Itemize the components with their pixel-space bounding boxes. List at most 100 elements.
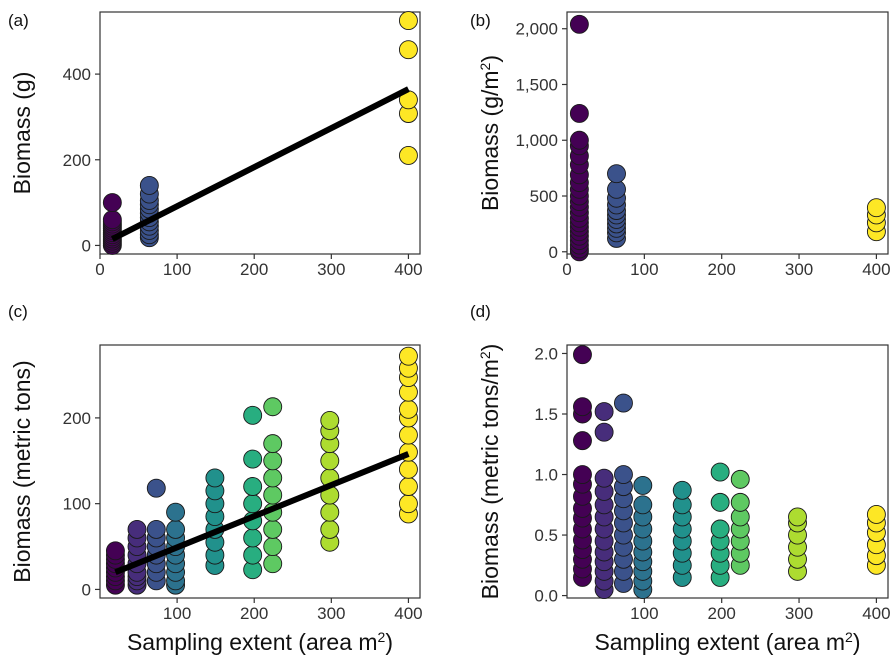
data-point [243,545,263,565]
data-point [573,345,592,365]
x-tick-label: 200 [708,260,736,279]
x-tick-label: 100 [630,260,658,279]
data-point [569,14,589,34]
y-tick-label: 1,000 [515,131,558,150]
label-part: Sampling extent (area m [594,629,845,655]
panel-label: (a) [8,11,29,30]
data-point [398,477,418,496]
x-tick-label: 400 [862,604,890,623]
data-point [320,519,340,539]
data-point [633,495,653,515]
y-axis-title: Biomass (g/m2) [477,55,503,211]
panel-label: (d) [470,302,491,321]
data-point [263,434,283,454]
label-part: Biomass (metric tons) [9,360,35,582]
data-point [633,475,653,495]
data-point [398,40,418,60]
plot-frame [99,344,421,599]
y-tick-label: 0 [82,580,91,599]
y-tick-label: 1.5 [534,405,558,424]
data-point [320,411,340,430]
data-point [730,469,750,489]
data-point [398,399,418,419]
data-point [320,451,340,471]
y-tick-label: 1,500 [515,75,558,94]
data-point [607,164,626,184]
panel-label: (c) [8,302,28,321]
data-point [594,402,614,422]
data-point [102,210,122,230]
label-part: Biomass (metric tons/m [477,359,503,599]
data-point [263,451,283,471]
label-part: ) [477,55,503,63]
data-point [569,130,589,150]
y-tick-label: 0 [82,236,91,255]
y-axis-title: Biomass (metric tons/m2) [477,344,503,600]
x-tick-label: 100 [630,604,658,623]
y-tick-label: 100 [63,495,91,514]
data-point [263,537,283,556]
data-point [102,193,122,213]
data-point [866,505,886,524]
data-point [263,468,283,488]
data-point [146,519,166,539]
regression-line [114,451,410,576]
x-axis-title: Sampling extent (area m2) [594,629,860,655]
x-tick-label: 200 [240,604,268,623]
x-tick-label: 100 [163,604,191,623]
y-axis-title: Biomass (metric tons) [9,360,35,582]
data-point [594,468,614,488]
x-tick-label: 0 [562,260,571,279]
data-point [243,405,263,425]
data-point [139,176,159,195]
panel-a: (a) 0 100 200 300 400 0 200 400 Biomass (g) [8,11,423,279]
x-axis-title: Sampling extent (area m2) [127,629,393,655]
panel-label: (b) [470,11,491,30]
label-part: ) [477,344,503,352]
data-point [243,449,263,469]
data-point [166,519,186,539]
plot-frame [566,11,889,255]
y-tick-label: 0.0 [534,587,558,606]
x-tick-label: 400 [394,260,422,279]
data-point [398,494,418,514]
superscript-2: 2 [477,351,493,359]
data-point [398,11,418,31]
data-point [672,480,692,500]
y-tick-label: 500 [530,187,558,206]
data-point [710,492,730,512]
data-point [398,346,418,366]
y-tick-label: 1.0 [534,466,558,485]
y-axis-title: Biomass (g) [9,72,35,195]
x-tick-label: 300 [317,604,345,623]
panel-d: (d) 100 200 300 400 0.0 0.5 1.0 1.5 2.0 Biomass (m… [470,302,891,655]
x-tick-label: 400 [862,260,890,279]
x-tick-label: 0 [95,260,104,279]
x-tick-label: 300 [785,604,813,623]
data-point [788,507,807,527]
data-point [573,397,592,417]
data-point [594,422,614,442]
y-tick-label: 200 [63,409,91,428]
data-point [866,198,886,218]
data-point [573,431,592,451]
label-part: Biomass (g/m [477,70,503,211]
label-part: ) [853,629,861,655]
label-part: ) [385,629,393,655]
x-tick-label: 400 [394,604,422,623]
data-point [398,459,418,479]
x-tick-label: 200 [708,604,736,623]
data-point [263,519,283,539]
superscript-2: 2 [845,629,853,645]
y-tick-label: 2,000 [515,20,558,39]
data-point [398,146,418,165]
data-point [398,425,418,445]
x-tick-label: 300 [317,260,345,279]
data-point [263,554,283,574]
data-point [166,502,186,522]
data-point [573,465,592,484]
label-part: Biomass (g) [9,72,35,195]
superscript-2: 2 [378,629,386,645]
data-point [614,465,633,484]
